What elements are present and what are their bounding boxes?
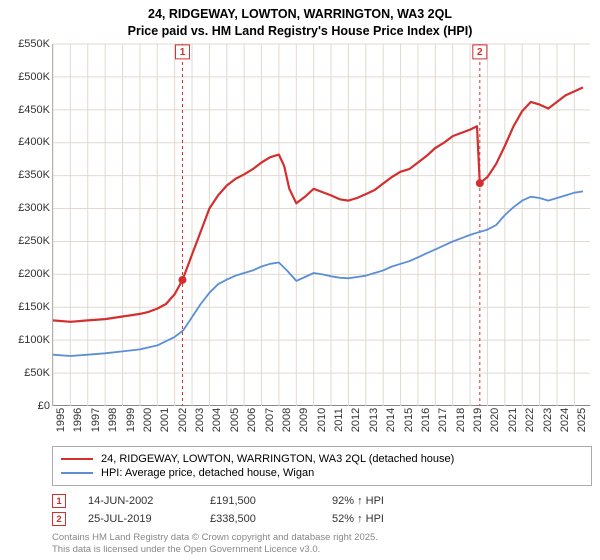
x-axis-label: 1997	[87, 408, 102, 432]
y-axis-label: £400K	[18, 136, 53, 148]
x-axis-label: 2004	[208, 408, 223, 432]
y-axis-label: £150K	[18, 301, 53, 313]
x-axis-label: 2024	[556, 408, 571, 432]
x-axis-label: 2020	[486, 408, 501, 432]
x-axis-label: 2010	[313, 408, 328, 432]
y-axis-label: £450K	[18, 104, 53, 116]
plot-area: 12 £0£50K£100K£150K£200K£250K£300K£350K£…	[52, 44, 590, 407]
x-axis-label: 2019	[469, 408, 484, 432]
x-axis-label: 2021	[504, 408, 519, 432]
x-axis-label: 2017	[434, 408, 449, 432]
title-line-2: Price paid vs. HM Land Registry's House …	[8, 23, 592, 40]
x-axis-label: 2008	[278, 408, 293, 432]
sale-marker-table: 1 14-JUN-2002 £191,500 92% ↑ HPI 2 25-JU…	[52, 492, 592, 528]
marker-date: 25-JUL-2019	[88, 513, 188, 525]
x-axis-label: 2023	[539, 408, 554, 432]
marker-price: £191,500	[210, 495, 310, 507]
x-axis-label: 1999	[122, 408, 137, 432]
x-axis-label: 1996	[69, 408, 84, 432]
x-axis-label: 2007	[261, 408, 276, 432]
legend-item: HPI: Average price, detached house, Wiga…	[61, 466, 583, 480]
sale-marker-row: 1 14-JUN-2002 £191,500 92% ↑ HPI	[52, 492, 592, 510]
marker-date: 14-JUN-2002	[88, 495, 188, 507]
x-axis-label: 1995	[52, 408, 67, 432]
legend-swatch	[61, 472, 93, 474]
svg-text:2: 2	[477, 47, 483, 58]
legend-item: 24, RIDGEWAY, LOWTON, WARRINGTON, WA3 2Q…	[61, 452, 583, 466]
chart-container: 24, RIDGEWAY, LOWTON, WARRINGTON, WA3 2Q…	[0, 0, 600, 560]
y-axis-label: £250K	[18, 235, 53, 247]
x-axis-label: 2001	[156, 408, 171, 432]
y-axis-label: £550K	[18, 38, 53, 50]
marker-badge: 2	[52, 512, 66, 526]
x-axis-label: 2015	[400, 408, 415, 432]
y-axis-label: £300K	[18, 202, 53, 214]
svg-text:1: 1	[180, 47, 186, 58]
chart-title: 24, RIDGEWAY, LOWTON, WARRINGTON, WA3 2Q…	[8, 6, 592, 40]
x-axis-label: 2022	[521, 408, 536, 432]
footer-attribution: Contains HM Land Registry data © Crown c…	[52, 532, 592, 556]
y-axis-label: £350K	[18, 169, 53, 181]
marker-price: £338,500	[210, 513, 310, 525]
chart-area: 12 £0£50K£100K£150K£200K£250K£300K£350K£…	[52, 44, 590, 437]
y-axis-label: £100K	[18, 334, 53, 346]
legend-swatch	[61, 458, 93, 460]
footer-line-1: Contains HM Land Registry data © Crown c…	[52, 532, 592, 544]
y-axis-label: £500K	[18, 71, 53, 83]
x-axis-label: 2003	[191, 408, 206, 432]
x-axis-label: 2018	[452, 408, 467, 432]
marker-pct: 92% ↑ HPI	[332, 495, 432, 507]
x-axis-label: 2025	[573, 408, 588, 432]
x-axis-label: 2012	[347, 408, 362, 432]
x-axis-label: 2006	[243, 408, 258, 432]
legend: 24, RIDGEWAY, LOWTON, WARRINGTON, WA3 2Q…	[52, 446, 592, 486]
x-axis-label: 1998	[104, 408, 119, 432]
y-axis-label: £0	[38, 400, 53, 412]
sale-marker-row: 2 25-JUL-2019 £338,500 52% ↑ HPI	[52, 510, 592, 528]
x-axis-label: 2002	[174, 408, 189, 432]
x-axis-label: 2009	[295, 408, 310, 432]
legend-label: 24, RIDGEWAY, LOWTON, WARRINGTON, WA3 2Q…	[101, 453, 454, 465]
x-axis-label: 2005	[226, 408, 241, 432]
x-axis-label: 2014	[382, 408, 397, 432]
x-axis-label: 2013	[365, 408, 380, 432]
marker-pct: 52% ↑ HPI	[332, 513, 432, 525]
x-axis-label: 2016	[417, 408, 432, 432]
title-line-1: 24, RIDGEWAY, LOWTON, WARRINGTON, WA3 2Q…	[8, 6, 592, 23]
chart-svg: 12	[53, 44, 590, 406]
marker-badge: 1	[52, 494, 66, 508]
x-axis-label: 2011	[330, 408, 345, 432]
legend-label: HPI: Average price, detached house, Wiga…	[101, 467, 314, 479]
x-axis-label: 2000	[139, 408, 154, 432]
footer-line-2: This data is licensed under the Open Gov…	[52, 544, 592, 556]
y-axis-label: £200K	[18, 268, 53, 280]
y-axis-label: £50K	[24, 367, 53, 379]
